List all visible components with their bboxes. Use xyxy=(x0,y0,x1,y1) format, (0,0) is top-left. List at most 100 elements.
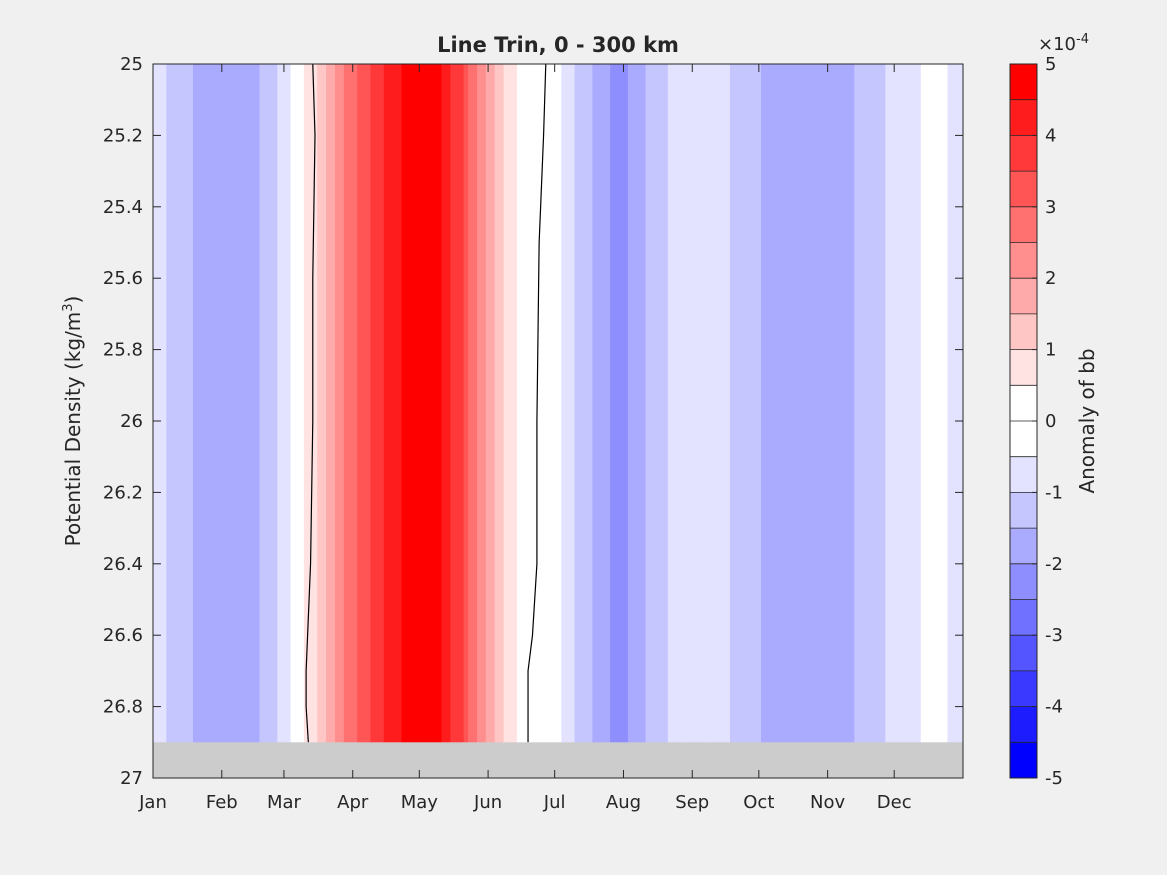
anomaly-strip xyxy=(272,64,278,778)
anomaly-strip xyxy=(761,64,767,778)
anomaly-strip xyxy=(889,64,895,778)
colorbar-segment xyxy=(1010,563,1037,600)
anomaly-strip xyxy=(290,64,296,778)
anomaly-strip xyxy=(579,64,585,778)
chart-title: Line Trin, 0 - 300 km xyxy=(437,33,679,57)
colorbar-segment xyxy=(1010,206,1037,243)
anomaly-strip xyxy=(463,64,469,778)
anomaly-strip xyxy=(703,64,709,778)
y-axis-label-close: ) xyxy=(61,296,85,304)
anomaly-strip xyxy=(259,64,265,778)
anomaly-strip xyxy=(379,64,385,778)
colorbar-segment xyxy=(1010,670,1037,707)
anomaly-strip xyxy=(530,64,536,778)
anomaly-strip xyxy=(752,64,758,778)
y-tick-label: 25.2 xyxy=(103,125,143,146)
y-tick-label: 25 xyxy=(120,54,143,75)
anomaly-strip xyxy=(840,64,846,778)
anomaly-strip xyxy=(863,64,869,778)
anomaly-strip xyxy=(721,64,727,778)
anomaly-strip xyxy=(880,64,886,778)
anomaly-strip xyxy=(685,64,691,778)
anomaly-strip xyxy=(410,64,416,778)
anomaly-strip xyxy=(454,64,460,778)
anomaly-strip xyxy=(672,64,678,778)
colorbar-tick-label: 2 xyxy=(1045,268,1056,289)
x-tick-label: Sep xyxy=(675,792,709,813)
anomaly-strip xyxy=(601,64,607,778)
y-tick-label: 26.2 xyxy=(103,482,143,503)
anomaly-strip xyxy=(681,64,687,778)
colorbar-segment xyxy=(1010,278,1037,315)
anomaly-strip xyxy=(729,64,736,778)
x-tick-label: Apr xyxy=(337,792,369,813)
anomaly-strip xyxy=(166,64,172,778)
anomaly-strip xyxy=(747,64,753,778)
anomaly-strip xyxy=(778,64,784,778)
anomaly-strip xyxy=(295,64,301,778)
anomaly-strip xyxy=(525,64,531,778)
anomaly-strip xyxy=(508,64,514,778)
anomaly-strip xyxy=(885,64,891,778)
x-tick-label: Mar xyxy=(267,792,302,813)
anomaly-strip xyxy=(610,64,616,778)
colorbar-segment xyxy=(1010,635,1037,672)
anomaly-strip xyxy=(765,64,771,778)
x-axis: Jan Feb Mar Apr May Jun Jul Aug Sep Oct Nov Dec xyxy=(138,64,912,813)
anomaly-strip xyxy=(268,64,274,778)
anomaly-strip xyxy=(596,64,602,778)
anomaly-strip xyxy=(312,64,318,778)
anomaly-strip xyxy=(405,64,412,778)
anomaly-strip xyxy=(801,64,807,778)
anomaly-strip xyxy=(161,64,167,778)
anomaly-strip xyxy=(707,64,713,778)
anomaly-strip xyxy=(317,64,323,778)
colorbar-segment xyxy=(1010,385,1037,422)
anomaly-strip xyxy=(348,64,354,778)
anomaly-strip xyxy=(423,64,429,778)
anomaly-strip xyxy=(459,64,465,778)
anomaly-strip xyxy=(849,64,855,778)
anomaly-strip xyxy=(951,64,957,778)
anomaly-strip xyxy=(911,64,917,778)
anomaly-strip xyxy=(539,64,545,778)
y-tick-label: 27 xyxy=(120,768,143,789)
colorbar-segment xyxy=(1010,99,1037,136)
anomaly-strip xyxy=(206,64,212,778)
anomaly-strip xyxy=(246,64,252,778)
colorbar-tick-label: -5 xyxy=(1045,768,1063,789)
anomaly-strip xyxy=(370,64,376,778)
anomaly-strip xyxy=(299,64,305,778)
anomaly-strip xyxy=(277,64,283,778)
anomaly-strip xyxy=(827,64,833,778)
anomaly-strip xyxy=(592,64,598,778)
anomaly-strip xyxy=(215,64,221,778)
anomaly-strip xyxy=(623,64,629,778)
anomaly-strip xyxy=(445,64,451,778)
zero-contour-line xyxy=(305,64,316,743)
anomaly-strip xyxy=(694,64,700,778)
x-tick-label: May xyxy=(401,792,439,813)
anomaly-strip xyxy=(485,64,491,778)
anomaly-strip xyxy=(872,64,878,778)
colorbar-tick-label: 4 xyxy=(1045,125,1056,146)
anomaly-strip xyxy=(330,64,336,778)
anomaly-strip xyxy=(392,64,398,778)
anomaly-strip xyxy=(503,64,509,778)
anomaly-strip xyxy=(725,64,731,778)
anomaly-strip xyxy=(432,64,438,778)
anomaly-strip xyxy=(477,64,483,778)
anomaly-strip xyxy=(854,64,860,778)
anomaly-strip xyxy=(832,64,838,778)
anomaly-strip xyxy=(894,64,900,778)
anomaly-strip xyxy=(907,64,913,778)
anomaly-strip xyxy=(716,64,722,778)
anomaly-strip xyxy=(494,64,500,778)
y-tick-label: 25.8 xyxy=(103,340,143,361)
x-tick-label: Dec xyxy=(877,792,912,813)
anomaly-strip xyxy=(641,64,647,778)
colorbar-segment xyxy=(1010,456,1037,493)
anomaly-strip xyxy=(179,64,185,778)
anomaly-strip xyxy=(437,64,443,778)
anomaly-strip xyxy=(366,64,372,778)
